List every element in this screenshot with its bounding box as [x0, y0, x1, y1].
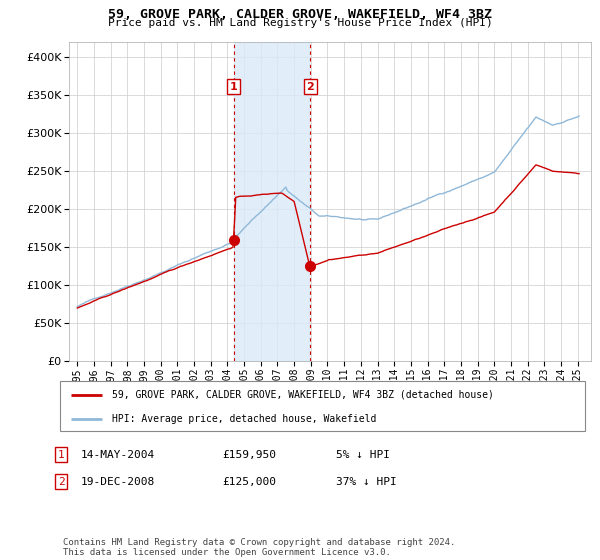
Text: 37% ↓ HPI: 37% ↓ HPI: [336, 477, 397, 487]
Text: £159,950: £159,950: [222, 450, 276, 460]
FancyBboxPatch shape: [60, 381, 585, 431]
Text: 2: 2: [307, 82, 314, 92]
Text: 59, GROVE PARK, CALDER GROVE, WAKEFIELD, WF4 3BZ: 59, GROVE PARK, CALDER GROVE, WAKEFIELD,…: [108, 8, 492, 21]
Text: HPI: Average price, detached house, Wakefield: HPI: Average price, detached house, Wake…: [113, 414, 377, 423]
Text: 5% ↓ HPI: 5% ↓ HPI: [336, 450, 390, 460]
Text: Price paid vs. HM Land Registry's House Price Index (HPI): Price paid vs. HM Land Registry's House …: [107, 18, 493, 29]
Text: 1: 1: [58, 450, 65, 460]
Text: 1: 1: [230, 82, 238, 92]
Text: 19-DEC-2008: 19-DEC-2008: [81, 477, 155, 487]
Text: £125,000: £125,000: [222, 477, 276, 487]
Text: 59, GROVE PARK, CALDER GROVE, WAKEFIELD, WF4 3BZ (detached house): 59, GROVE PARK, CALDER GROVE, WAKEFIELD,…: [113, 390, 494, 400]
Text: 2: 2: [58, 477, 65, 487]
Text: Contains HM Land Registry data © Crown copyright and database right 2024.
This d: Contains HM Land Registry data © Crown c…: [63, 538, 455, 557]
Text: 14-MAY-2004: 14-MAY-2004: [81, 450, 155, 460]
